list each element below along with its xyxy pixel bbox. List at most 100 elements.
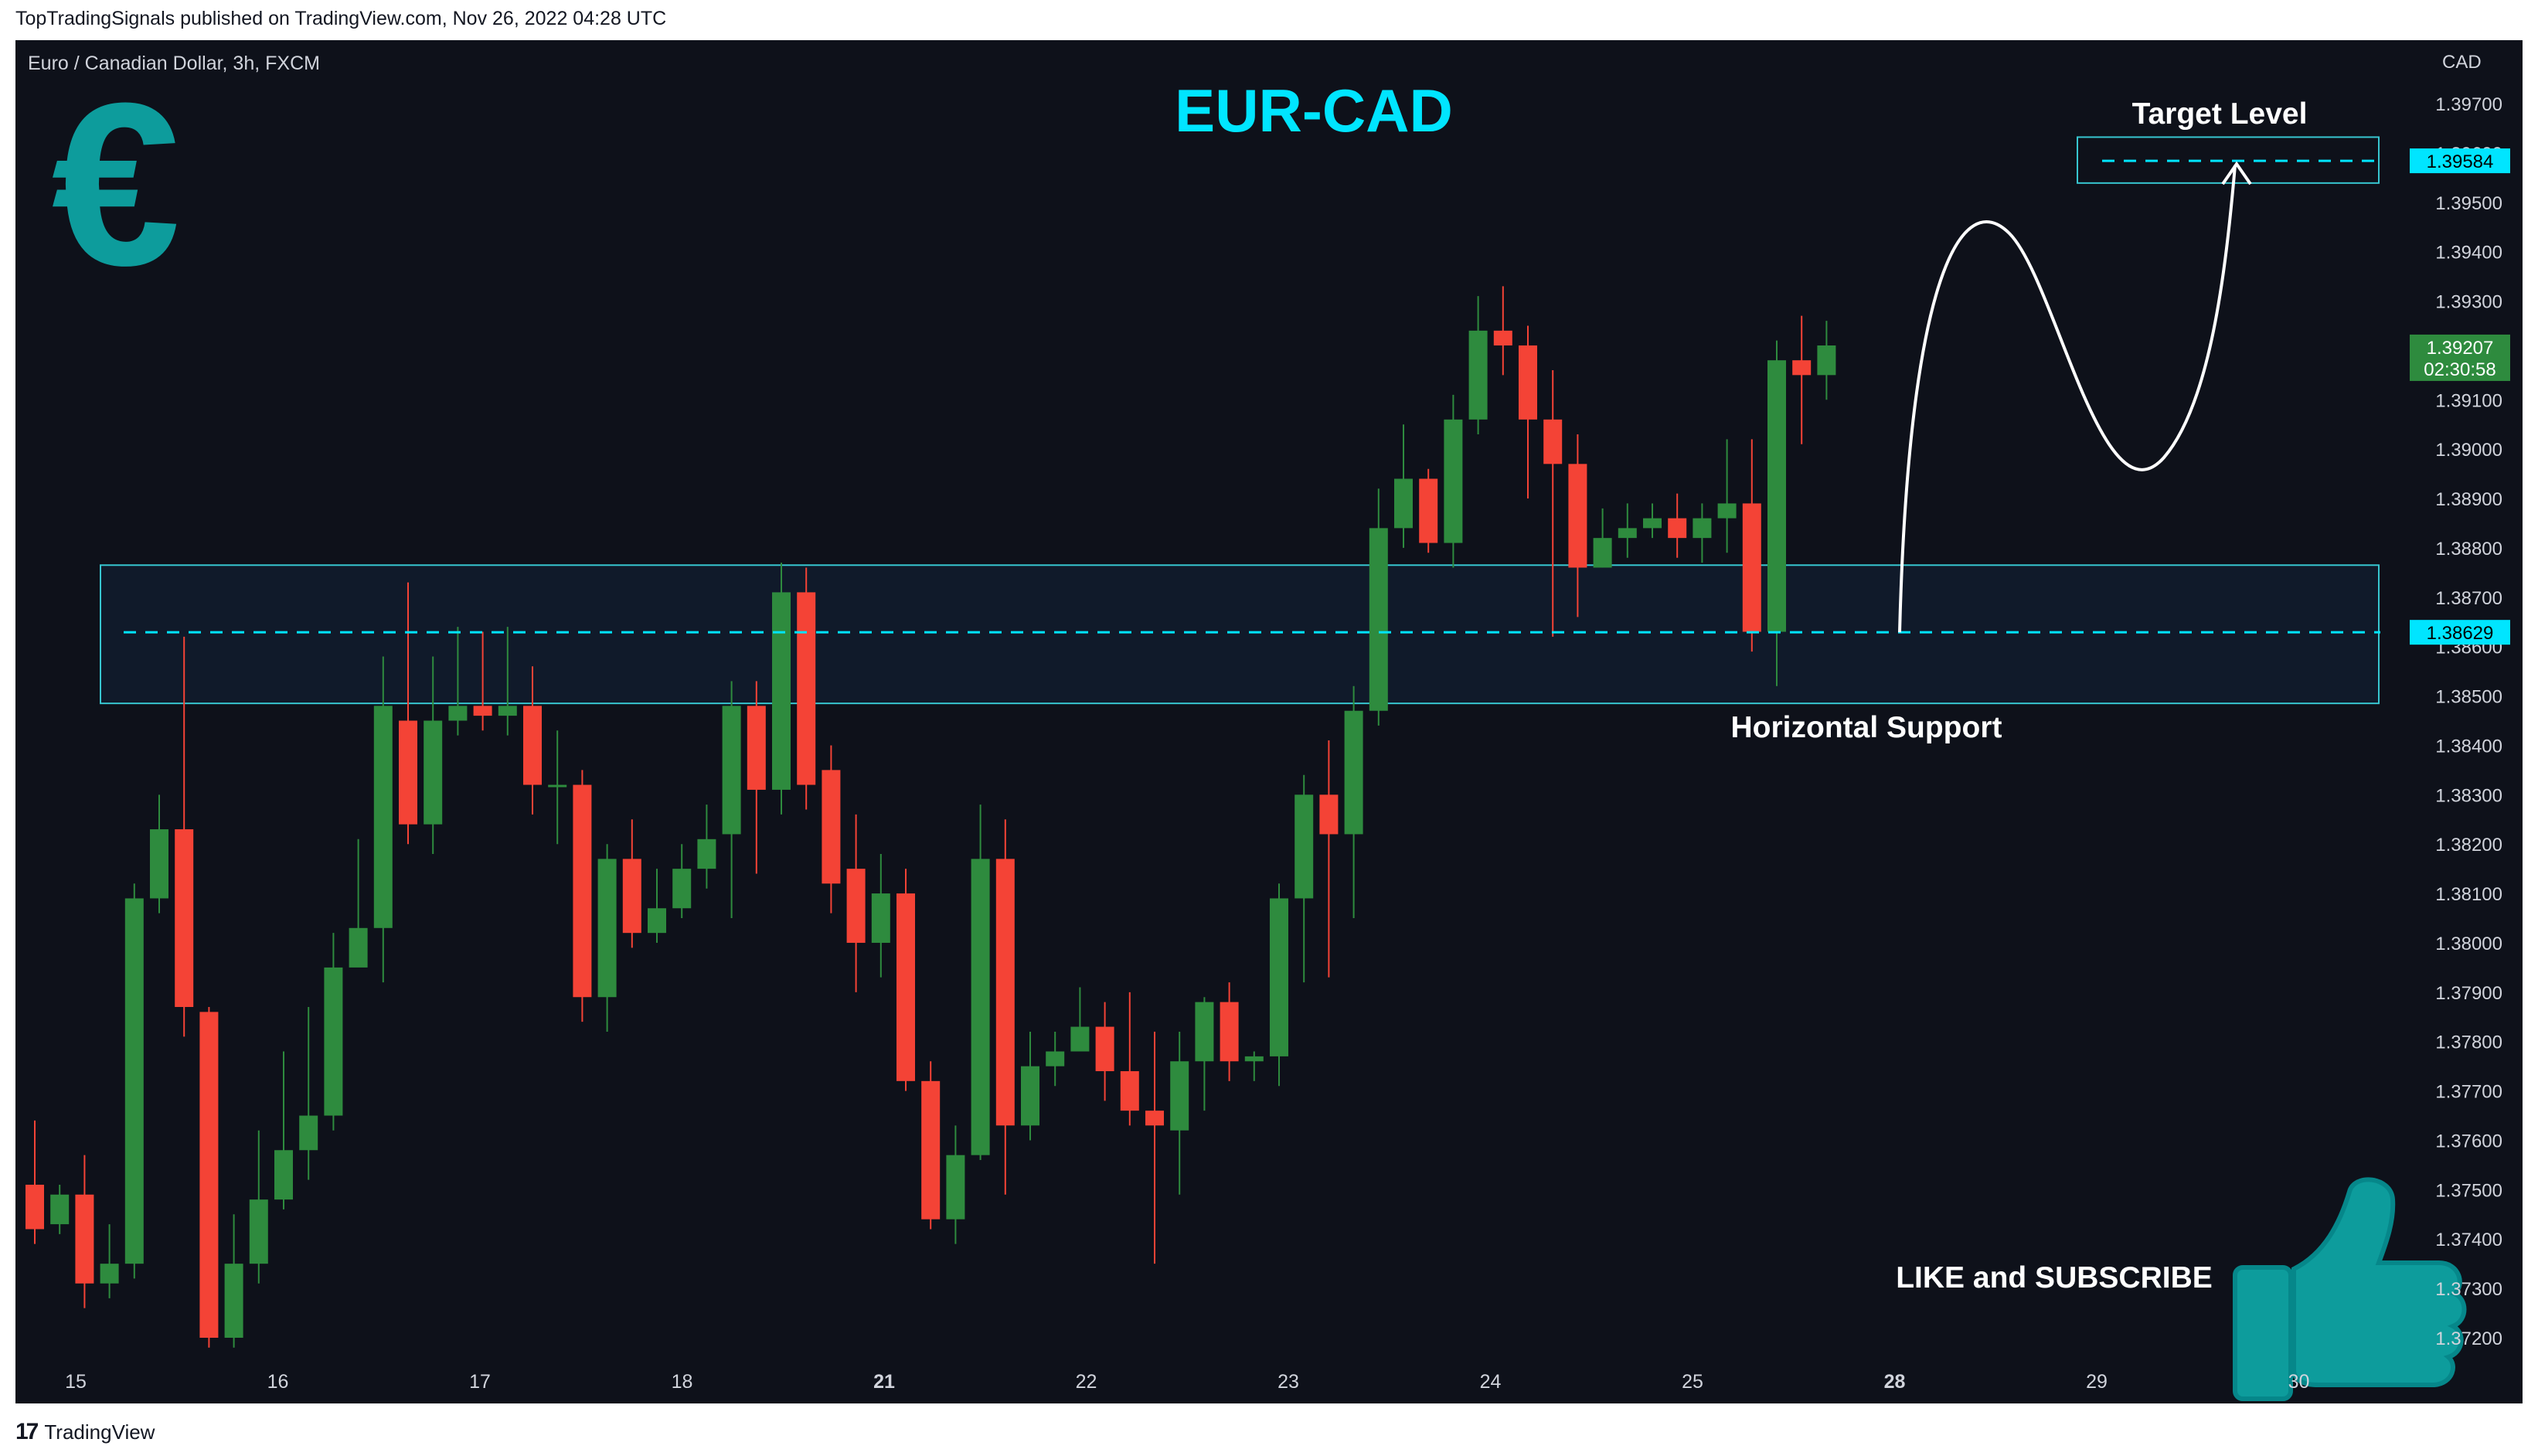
candle-body [1792,360,1812,376]
candle-body [349,927,368,968]
price-tick-label: 1.37200 [2435,1328,2502,1349]
target-zone [2077,136,2380,184]
candle-body [1693,518,1712,539]
candle-body [1717,503,1737,519]
candle-body [1543,419,1563,464]
candle-body [1419,478,1438,543]
candle-body [324,967,343,1116]
time-tick-label: 16 [267,1371,289,1393]
time-tick-label: 25 [1682,1371,1703,1393]
price-tick-label: 1.38500 [2435,687,2502,708]
candle-body [1369,528,1388,711]
euro-sign-icon: € [52,54,181,314]
time-tick-label: 30 [2288,1371,2310,1393]
candles-layer [26,286,1836,1348]
candle-body [249,1199,268,1264]
footer-brand: TradingView [44,1420,155,1444]
support-zone [100,564,2380,705]
candle-body [424,720,443,825]
projection-arrowhead [2221,161,2252,185]
candle-body [1643,518,1662,529]
price-axis[interactable]: 1.37200 1.37300 1.37400 1.37500 1.37600 1.377… [2435,94,2502,1349]
candle-body [622,859,641,934]
currency-label: CAD [2442,52,2482,73]
candle-body [448,706,468,721]
candle-body [1742,503,1761,632]
price-tick-label: 1.39400 [2435,243,2502,264]
candle-body [1046,1051,1065,1066]
price-tick-label: 1.37400 [2435,1230,2502,1250]
candle-body [274,1150,293,1200]
candle-body [124,898,144,1264]
time-tick-label: 29 [2086,1371,2108,1393]
candle-body [995,859,1015,1126]
candlestick-chart[interactable]: EUR-CAD Target Level Horizontal Support … [15,40,2523,1403]
candle-body [1593,538,1612,568]
candle-body [1444,419,1463,543]
price-tick-label: 1.39100 [2435,390,2502,411]
candle-body [822,770,841,884]
candle-body [75,1194,94,1284]
chart-title: EUR-CAD [1175,77,1453,145]
price-tag-value: 1.38629 [2427,623,2494,644]
price-tick-label: 1.39300 [2435,292,2502,313]
price-tick-label: 1.38900 [2435,489,2502,510]
price-tick-label: 1.37700 [2435,1082,2502,1103]
candle-body [921,1080,941,1220]
candle-body [548,784,567,788]
candle-body [1394,478,1413,529]
candle-body [399,720,417,825]
symbol-title: Euro / Canadian Dollar, 3h, FXCM [28,53,320,74]
price-tick-label: 1.38100 [2435,884,2502,905]
candle-body [697,839,716,869]
candle-body [648,908,666,934]
price-tag-value: 1.39584 [2427,151,2494,172]
time-tick-label: 22 [1076,1371,1097,1393]
candle-body [1145,1111,1164,1126]
candle-body [224,1264,243,1338]
candle-body [299,1115,318,1151]
time-axis[interactable]: 15 16 17 18 21 22 23 24 25 28 29 30 [65,1371,2309,1393]
price-tag [2410,620,2510,645]
candle-body [597,859,617,998]
candle-body [846,869,866,943]
price-tag-value: 1.39207 [2427,338,2494,359]
time-tick-label: 17 [469,1371,491,1393]
thumbs-up-icon [2233,1177,2467,1401]
candle-body [1244,1056,1264,1062]
price-tick-label: 1.38400 [2435,736,2502,757]
candle-body [150,829,168,899]
candle-body [772,592,791,790]
time-tick-label: 21 [873,1371,895,1393]
candle-body [1220,1002,1239,1062]
candle-body [1668,518,1687,539]
candle-body [896,893,915,1081]
price-tick-label: 1.37800 [2435,1032,2502,1053]
candle-body [971,859,990,1155]
candle-body [1120,1071,1139,1111]
candle-body [1319,794,1339,835]
candle-body [498,706,517,716]
candle-body [747,706,766,790]
price-tick-label: 1.37900 [2435,983,2502,1004]
candle-body [1270,898,1288,1056]
candle-body [573,784,592,998]
price-tag-countdown: 02:30:58 [2424,359,2495,380]
candle-body [946,1155,965,1220]
candle-body [100,1264,119,1284]
candle-body [1568,464,1587,568]
price-tick-label: 1.38300 [2435,785,2502,806]
svg-text:€: € [52,54,181,314]
candle-body [871,893,890,943]
candle-body [1493,330,1512,346]
projection-path [1898,165,2237,633]
candle-body [1519,345,1537,420]
time-tick-label: 24 [1480,1371,1502,1393]
price-tick-label: 1.38200 [2435,835,2502,856]
candle-body [722,706,741,835]
tradingview-logo-icon: 17 [15,1419,39,1444]
candle-body [175,829,194,1008]
price-tag [2410,334,2510,381]
candle-body [523,706,542,785]
like-subscribe-label: LIKE and SUBSCRIBE [1896,1261,2213,1294]
